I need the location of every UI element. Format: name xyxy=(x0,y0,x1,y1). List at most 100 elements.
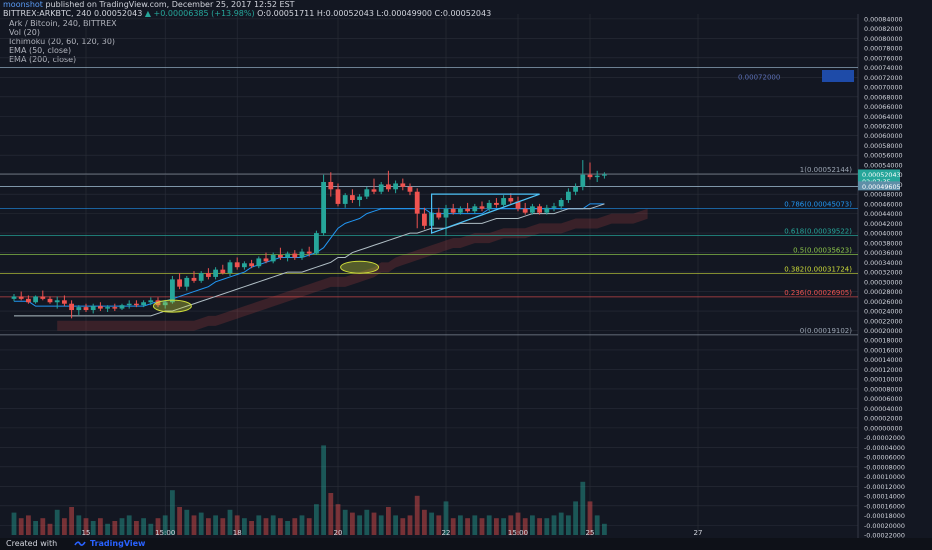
legend-item-volume[interactable]: Vol (20) xyxy=(9,28,40,37)
fib-label: 0(0.00019102) xyxy=(800,327,852,335)
price-tick-label: 0.00074000 xyxy=(864,64,903,72)
candle-body xyxy=(522,208,528,213)
volume-bar xyxy=(566,515,571,535)
price-tick-label: 0.00022000 xyxy=(864,317,903,325)
price-chart[interactable]: 0.00072000 1(0.00052144) 0.786(0.00045073)… xyxy=(0,0,932,538)
volume-bar xyxy=(83,518,89,535)
candle-body xyxy=(386,184,391,190)
volume-bar xyxy=(213,515,218,535)
volume-bar xyxy=(112,521,118,535)
price-tick-label: 0.00044000 xyxy=(864,210,903,218)
volume-bar xyxy=(422,509,427,535)
volume-bar xyxy=(184,509,190,535)
price-tick-label: 0.00062000 xyxy=(864,122,903,130)
volume-bar xyxy=(443,501,449,535)
price-label-text: 0.00052043 xyxy=(862,171,901,179)
volume-bar xyxy=(242,518,247,535)
volume-bar xyxy=(486,515,492,535)
volume-bar xyxy=(378,515,384,535)
candle-body xyxy=(594,175,600,178)
candle-body xyxy=(213,269,218,277)
price-tick-label: 0.00020000 xyxy=(864,327,903,335)
price-axis: 0.00084000 0.00082000 0.00080000 0.00078000… xyxy=(858,15,905,538)
candle-body xyxy=(184,277,190,287)
price-tick-label: 0.00076000 xyxy=(864,54,903,62)
candle-body xyxy=(90,306,96,311)
price-tick-label: 0.00058000 xyxy=(864,142,903,150)
price-tick-label: 0.00064000 xyxy=(864,113,903,121)
price-tick-label: 0.00016000 xyxy=(864,346,903,354)
price-tick-label: 0.00038000 xyxy=(864,239,903,247)
price-tick-label: 0.00030000 xyxy=(864,278,903,286)
volume-bar xyxy=(407,515,413,535)
candle-body xyxy=(357,196,362,201)
legend-title: Ark / Bitcoin, 240, BITTREX xyxy=(9,19,117,28)
candle-body xyxy=(414,191,420,214)
volume-bar xyxy=(544,518,550,535)
volume-bar xyxy=(177,507,182,535)
candle-body xyxy=(328,181,334,190)
legend-item-ema200[interactable]: EMA (200, close) xyxy=(9,55,77,64)
top-level-box xyxy=(822,69,854,82)
candle-body xyxy=(422,213,427,226)
price-tick-label: 0.00042000 xyxy=(864,220,903,228)
price-tick-label: 0.00004000 xyxy=(864,405,903,413)
candle-body xyxy=(177,279,182,287)
volume-bar xyxy=(155,518,161,535)
price-tick-label: 0.00034000 xyxy=(864,259,903,267)
volume-bar xyxy=(119,518,125,535)
candle-body xyxy=(306,251,312,254)
created-with-text: Created with xyxy=(6,539,58,548)
legend-item-ichimoku[interactable]: Ichimoku (20, 60, 120, 30) xyxy=(9,37,116,46)
price-tick-label: 0.00000000 xyxy=(864,424,903,432)
volume-bar xyxy=(465,518,470,535)
volume-bar xyxy=(501,518,506,535)
price-tick-label: 0.00054000 xyxy=(864,161,903,169)
volume-bar xyxy=(76,515,82,535)
volume-bar xyxy=(270,515,276,535)
price-tick-label: 0.00036000 xyxy=(864,249,903,257)
volume-bar xyxy=(162,515,168,535)
candle-body xyxy=(472,206,478,212)
price-tick-label: 0.00010000 xyxy=(864,376,903,384)
publish-info: published on TradingView.com, December 2… xyxy=(45,0,295,9)
price-tick-label: -0.00016000 xyxy=(864,502,905,510)
price-tick-label: 0.00084000 xyxy=(864,15,903,23)
chart-grid xyxy=(0,14,859,538)
price-tick-label: 0.00024000 xyxy=(864,308,903,316)
candle-body xyxy=(119,305,125,309)
ema-lines xyxy=(14,203,605,317)
volume-bar xyxy=(285,521,290,535)
triangle-pattern xyxy=(431,193,540,234)
candle-body xyxy=(530,206,535,213)
volume-bar xyxy=(350,512,355,535)
candle-body xyxy=(270,255,276,262)
volume-bar xyxy=(321,445,326,535)
volume-bar xyxy=(515,512,521,535)
candle-body xyxy=(580,174,586,187)
author-name[interactable]: moonshot xyxy=(3,0,43,9)
price-tick-label: -0.00012000 xyxy=(864,483,905,491)
legend-item-ema50[interactable]: EMA (50, close) xyxy=(9,46,72,55)
candle-body xyxy=(443,208,449,218)
candle-body xyxy=(18,296,24,299)
candle-body xyxy=(292,253,298,258)
candle-body xyxy=(342,195,348,204)
ohlc-values: O:0.00051711 H:0.00052043 L:0.00049900 C… xyxy=(257,9,492,18)
price-tick-label: 0.00012000 xyxy=(864,366,903,374)
volume-bar xyxy=(191,515,197,535)
price-label-text: 0.00049605 xyxy=(862,183,901,191)
candle-body xyxy=(141,302,146,306)
price-tick-label: -0.00020000 xyxy=(864,522,905,530)
price-tick-label: -0.00022000 xyxy=(864,532,905,539)
volume-bar xyxy=(249,521,254,535)
candle-body xyxy=(242,263,247,268)
fib-label: 1(0.00052144) xyxy=(800,166,852,174)
candle-body xyxy=(393,183,398,190)
tradingview-brand[interactable]: TradingView xyxy=(90,539,146,548)
candle-body xyxy=(314,233,319,254)
candle-body xyxy=(407,186,413,192)
price-tick-label: 0.00014000 xyxy=(864,356,903,364)
price-tick-label: 0.00048000 xyxy=(864,191,903,199)
candle-body xyxy=(378,184,384,192)
